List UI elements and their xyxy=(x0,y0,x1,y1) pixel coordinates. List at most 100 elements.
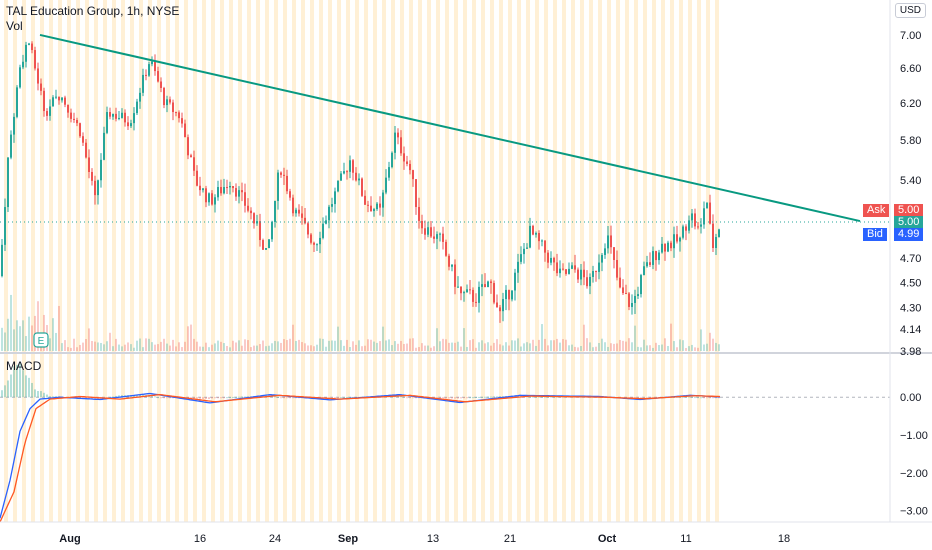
candle-body xyxy=(604,248,606,255)
volume-bar xyxy=(523,343,525,351)
volume-bar xyxy=(361,346,363,351)
macd-histogram-bar xyxy=(133,395,135,398)
volume-bar xyxy=(67,347,69,351)
candle-body xyxy=(226,187,228,189)
macd-histogram-bar xyxy=(277,396,279,398)
macd-histogram-bar xyxy=(502,396,504,398)
volume-bar xyxy=(154,344,156,351)
price-axis[interactable]: 7.00 6.60 6.20 5.80 5.40 4.70 4.50 4.30 4.14 3.98 xyxy=(900,30,921,358)
volume-bar xyxy=(598,343,600,351)
macd-histogram-bar xyxy=(214,397,216,399)
volume-bar xyxy=(7,318,9,351)
candle-body xyxy=(403,153,405,162)
volume-bar xyxy=(385,340,387,351)
chart-title[interactable]: TAL Education Group, 1h, NYSE xyxy=(6,4,180,18)
volume-bars xyxy=(1,294,720,351)
candle-body xyxy=(334,191,336,205)
candle-body xyxy=(43,90,45,112)
time-tick-label: Oct xyxy=(598,533,617,545)
candle-body xyxy=(235,188,237,197)
earnings-marker-label: E xyxy=(38,336,45,347)
candle-body xyxy=(373,209,375,212)
candle-body xyxy=(190,155,192,158)
candle-body xyxy=(679,237,681,242)
chart-header: TAL Education Group, 1h, NYSE Vol xyxy=(6,4,179,34)
candle-body xyxy=(181,118,183,124)
volume-bar xyxy=(469,340,471,351)
volume-bar xyxy=(148,338,150,351)
volume-bar xyxy=(412,338,414,351)
macd-histogram-bar xyxy=(703,397,705,399)
macd-histogram-bar xyxy=(211,397,213,399)
candle-body xyxy=(694,213,696,227)
session-band xyxy=(211,0,215,522)
macd-histogram-bar xyxy=(544,396,546,398)
volume-bar xyxy=(109,332,111,351)
candle-body xyxy=(406,161,408,164)
volume-bar xyxy=(439,341,441,351)
trendline[interactable] xyxy=(39,33,861,223)
macd-histogram-bar xyxy=(31,382,33,398)
session-band xyxy=(445,0,449,522)
volume-bar xyxy=(682,340,684,351)
candle-body xyxy=(292,197,294,214)
volume-bar xyxy=(193,338,195,351)
candle-body xyxy=(10,134,12,158)
earnings-marker[interactable]: E xyxy=(33,332,49,348)
session-band xyxy=(85,0,89,522)
volume-bar xyxy=(172,339,174,351)
macd-histogram-bar xyxy=(529,396,531,398)
volume-bar xyxy=(559,342,561,351)
volume-bar xyxy=(268,345,270,351)
volume-label[interactable]: Vol xyxy=(6,19,23,33)
volume-bar xyxy=(526,342,528,351)
volume-bar xyxy=(490,345,492,351)
volume-bar xyxy=(637,346,639,351)
candle-body xyxy=(718,229,720,238)
volume-bar xyxy=(520,346,522,351)
session-band xyxy=(661,0,665,522)
candle-body xyxy=(283,174,285,176)
volume-bar xyxy=(532,339,534,351)
macd-histogram-bar xyxy=(457,397,459,399)
volume-bar xyxy=(484,343,486,351)
macd-histogram-bar xyxy=(139,395,141,398)
volume-bar xyxy=(49,338,51,351)
candle-body xyxy=(547,252,549,263)
volume-bar xyxy=(427,345,429,351)
session-band xyxy=(283,0,287,522)
macd-histogram-bar xyxy=(436,397,438,399)
volume-bar xyxy=(223,343,225,351)
session-band xyxy=(229,0,233,522)
volume-bar xyxy=(625,341,627,351)
candle-body xyxy=(355,172,357,181)
macd-label[interactable]: MACD xyxy=(6,359,42,373)
session-band xyxy=(40,0,44,522)
volume-bar xyxy=(91,340,93,351)
macd-histogram-bar xyxy=(52,396,54,398)
volume-bar xyxy=(448,342,450,351)
candle-body xyxy=(691,213,693,221)
volume-bar xyxy=(466,346,468,351)
volume-bar xyxy=(400,340,402,351)
time-axis[interactable]: Aug 16 24 Sep 13 21 Oct 11 18 xyxy=(59,533,790,545)
candle-body xyxy=(451,264,453,267)
session-band xyxy=(166,0,170,522)
macd-tick-label: −2.00 xyxy=(900,468,928,480)
macd-axis[interactable]: 0.00 −1.00 −2.00 −3.00 xyxy=(900,392,928,517)
candle-body xyxy=(541,240,543,242)
volume-bar xyxy=(349,347,351,351)
session-band xyxy=(589,0,593,522)
macd-histogram-bar xyxy=(205,397,207,399)
macd-histogram-bar xyxy=(451,397,453,399)
candle-body xyxy=(109,112,111,117)
macd-histogram-bar xyxy=(19,363,21,398)
candle-body xyxy=(340,173,342,181)
currency-button[interactable]: USD xyxy=(894,3,926,18)
volume-bar xyxy=(253,345,255,351)
candle-body xyxy=(448,255,450,267)
volume-bar xyxy=(214,343,216,351)
candle-body xyxy=(709,202,711,224)
candle-body xyxy=(658,252,660,261)
